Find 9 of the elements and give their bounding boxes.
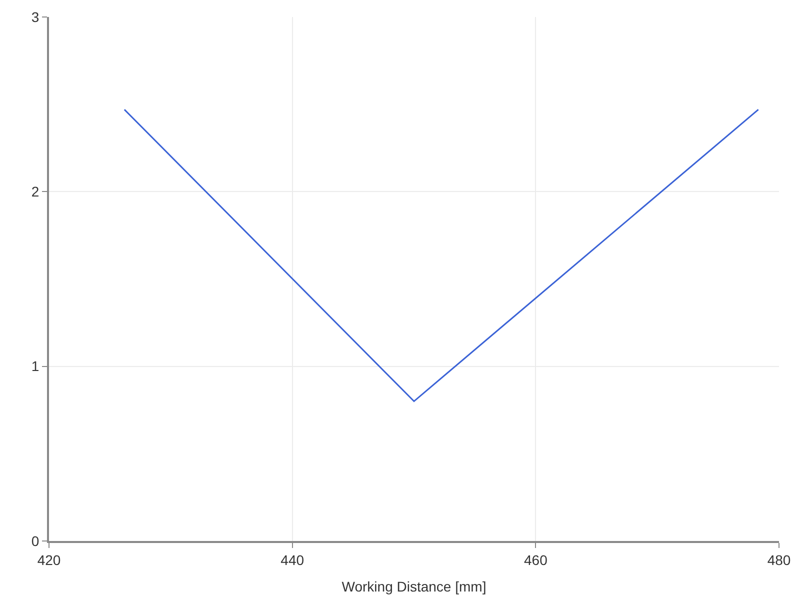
x-tick-label: 460 — [524, 552, 548, 568]
y-tick-label: 0 — [31, 532, 40, 549]
y-tick-label: 2 — [31, 184, 40, 200]
x-tick-label: 480 — [767, 552, 791, 568]
x-tick-label: 440 — [280, 552, 304, 568]
y-tick-label: 1 — [31, 358, 40, 374]
x-axis-title: Working Distance [mm] — [342, 578, 486, 595]
y-tick-label: 3 — [31, 8, 40, 25]
x-tick-label: 420 — [37, 552, 61, 568]
